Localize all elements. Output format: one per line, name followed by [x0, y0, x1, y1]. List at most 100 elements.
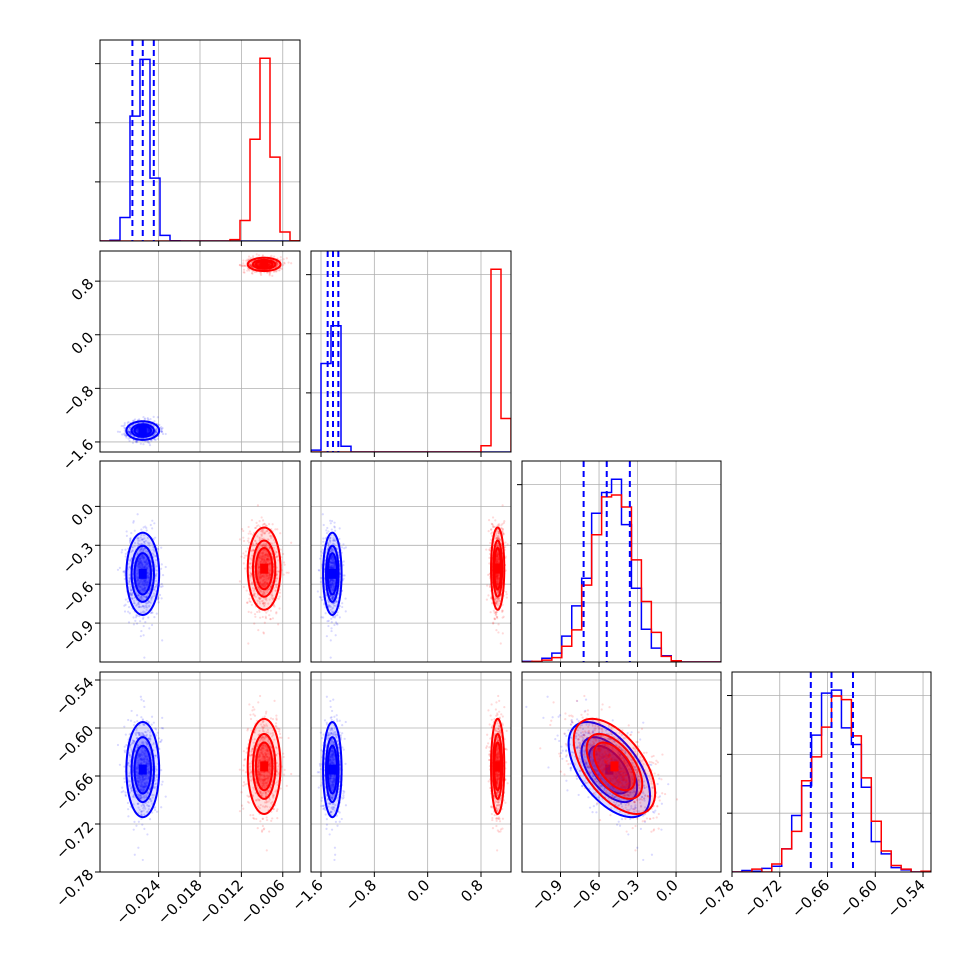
scatter-point: [259, 616, 262, 619]
scatter-point: [138, 543, 141, 546]
scatter-point: [246, 539, 250, 542]
scatter-point: [152, 424, 155, 428]
scatter-point: [148, 544, 151, 547]
scatter-point: [137, 563, 140, 566]
scatter-point: [128, 733, 131, 736]
scatter-point: [140, 561, 143, 564]
scatter-point: [260, 557, 263, 560]
scatter-point: [495, 573, 498, 577]
scatter-point: [146, 562, 149, 565]
scatter-point: [138, 560, 141, 563]
scatter-point: [266, 557, 269, 560]
scatter-point: [332, 616, 335, 619]
scatter-point: [145, 583, 148, 587]
scatter-point: [248, 530, 251, 533]
scatter-point: [143, 758, 146, 761]
scatter-point: [265, 555, 268, 558]
scatter-point: [258, 602, 262, 605]
scatter-point: [132, 723, 136, 727]
scatter-point: [327, 542, 330, 545]
scatter-point: [329, 578, 332, 581]
scatter-point: [252, 593, 255, 597]
scatter-point: [128, 539, 132, 543]
scatter-point: [261, 528, 265, 531]
scatter-point: [265, 553, 268, 556]
scatter-point: [494, 610, 497, 614]
scatter-point: [329, 561, 333, 565]
scatter-point: [265, 597, 268, 600]
scatter-point: [331, 583, 334, 586]
scatter-point: [130, 593, 134, 596]
scatter-point: [138, 603, 141, 606]
scatter-point: [319, 557, 322, 560]
scatter-point: [158, 423, 161, 427]
scatter-point: [137, 583, 140, 586]
scatter-point: [344, 546, 348, 549]
scatter-point: [322, 616, 325, 619]
scatter-point: [129, 578, 132, 582]
scatter-point: [330, 627, 333, 630]
scatter-point: [258, 600, 261, 603]
scatter-point: [498, 538, 502, 541]
scatter-point: [259, 576, 262, 579]
scatter-point: [137, 806, 140, 809]
scatter-point: [142, 634, 145, 637]
scatter-point: [242, 268, 246, 271]
scatter-point: [277, 597, 280, 600]
scatter-point: [147, 564, 150, 568]
scatter-point: [501, 529, 504, 532]
scatter-point: [497, 558, 500, 562]
scatter-point: [138, 757, 142, 760]
scatter-point: [343, 574, 346, 577]
scatter-point: [282, 263, 285, 267]
scatter-point: [265, 553, 268, 556]
scatter-point: [135, 429, 138, 433]
scatter-point: [262, 552, 265, 555]
scatter-point: [327, 530, 330, 533]
scatter-point: [157, 601, 160, 604]
scatter-point: [257, 566, 260, 569]
scatter-point: [498, 523, 501, 526]
scatter-point: [331, 539, 335, 542]
scatter-point: [333, 526, 336, 529]
scatter-point: [329, 583, 332, 586]
scatter-point: [327, 601, 331, 604]
scatter-point: [331, 561, 334, 565]
scatter-point: [268, 575, 271, 579]
scatter-point: [268, 263, 271, 266]
scatter-point: [324, 537, 327, 540]
scatter-point: [152, 538, 155, 541]
scatter-point: [128, 772, 131, 775]
scatter-point: [259, 589, 263, 592]
scatter-point: [261, 559, 264, 562]
scatter-point: [501, 609, 504, 612]
scatter-point: [142, 559, 146, 562]
scatter-point: [151, 527, 154, 530]
scatter-point: [265, 611, 268, 614]
scatter-point: [496, 582, 499, 585]
scatter-point: [262, 576, 266, 579]
scatter-point: [141, 746, 144, 749]
scatter-point: [139, 442, 142, 445]
scatter-point: [328, 567, 331, 570]
scatter-point: [267, 553, 270, 557]
scatter-point: [141, 554, 144, 557]
scatter-point: [146, 602, 150, 605]
scatter-point: [265, 524, 268, 528]
scatter-point: [336, 614, 339, 617]
scatter-point: [258, 264, 261, 267]
scatter-point: [332, 579, 335, 582]
scatter-point: [503, 520, 506, 523]
scatter-point: [131, 741, 134, 744]
scatter-point: [329, 583, 332, 586]
scatter-point: [139, 548, 143, 551]
scatter-point: [157, 737, 161, 740]
scatter-point: [141, 731, 144, 735]
scatter-point: [139, 561, 142, 564]
scatter-point: [140, 753, 143, 756]
scatter-point: [247, 541, 251, 544]
scatter-point: [265, 574, 268, 578]
density-peak-series-1: [493, 563, 502, 574]
scatter-point: [246, 601, 249, 604]
scatter-point: [258, 262, 261, 265]
